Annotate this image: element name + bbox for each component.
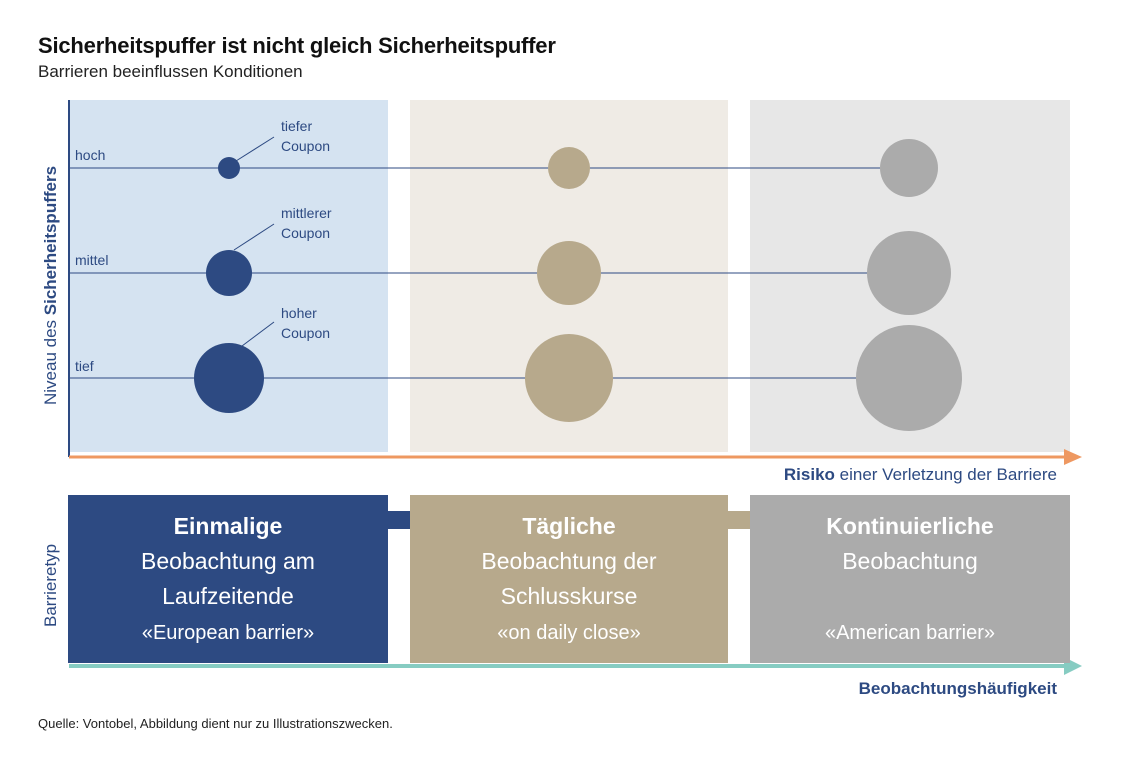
annotation-tiefer-line2: Coupon (281, 138, 330, 154)
risk-axis-label: Risiko einer Verletzung der Barriere (784, 465, 1057, 484)
risk-axis-label-rest: einer Verletzung der Barriere (835, 465, 1057, 484)
panel-european-line1: Beobachtung am (141, 548, 315, 574)
circle-american-tief (856, 325, 962, 431)
panel-european-line2: Laufzeitende (162, 583, 294, 609)
panel-daily-line1: Beobachtung der (481, 548, 657, 574)
panel-american-line1: Beobachtung (842, 548, 978, 574)
observation-axis-label: Beobachtungshäufigkeit (859, 679, 1058, 698)
annotation-leader-tiefer (235, 136, 275, 162)
panel-european: Einmalige Beobachtung am Laufzeitende «E… (68, 495, 388, 663)
level-label-tief: tief (75, 358, 94, 374)
circle-american-mittel (867, 231, 951, 315)
circle-daily-hoch (548, 147, 590, 189)
source-note: Quelle: Vontobel, Abbildung dient nur zu… (38, 716, 393, 731)
panel-daily-line2: Schlusskurse (500, 583, 638, 609)
panel-european-quote: «European barrier» (141, 622, 315, 644)
annotation-tiefer-line1: tiefer (281, 118, 312, 134)
barrier-type-label: Barrieretyp (41, 544, 60, 627)
annotation-hoher-line2: Coupon (281, 325, 330, 341)
circle-european-mittel (206, 250, 252, 296)
panel-daily: Tägliche Beobachtung der Schlusskurse «o… (410, 495, 728, 663)
circle-american-hoch (880, 139, 938, 197)
risk-axis-arrowhead (1064, 449, 1082, 465)
circle-european-hoch (218, 157, 240, 179)
chart-title: Sicherheitspuffer ist nicht gleich Siche… (38, 33, 556, 58)
y-axis-label-bold: Sicherheitspuffers (41, 166, 60, 315)
panel-american: Kontinuierliche Beobachtung «American ba… (750, 495, 1070, 663)
circle-european-tief (194, 343, 264, 413)
panel-daily-head: Tägliche (522, 513, 616, 539)
panel-american-head: Kontinuierliche (826, 513, 994, 539)
annotation-leader-hoher (241, 321, 275, 347)
level-label-hoch: hoch (75, 147, 105, 163)
annotation-hoher: hoher Coupon (281, 305, 330, 341)
annotation-mittlerer-line2: Coupon (281, 225, 330, 241)
annotation-leader-mittlerer (233, 223, 275, 251)
panel-daily-quote: «on daily close» (497, 622, 641, 644)
annotation-mittlerer-line1: mittlerer (281, 205, 332, 221)
y-axis-label: Niveau des Sicherheitspuffers (41, 166, 60, 405)
annotation-hoher-line1: hoher (281, 305, 317, 321)
annotation-mittlerer: mittlerer Coupon (281, 205, 335, 241)
panel-american-quote: «American barrier» (824, 622, 996, 644)
y-axis-label-light: Niveau des (41, 315, 60, 405)
circle-daily-tief (525, 334, 613, 422)
chart-subtitle: Barrieren beeinflussen Konditionen (38, 62, 303, 81)
annotation-tiefer: tiefer Coupon (281, 118, 330, 154)
panel-european-head: Einmalige (173, 513, 283, 539)
circle-daily-mittel (537, 241, 601, 305)
risk-axis-label-bold: Risiko (784, 465, 835, 484)
level-label-mittel: mittel (75, 252, 108, 268)
